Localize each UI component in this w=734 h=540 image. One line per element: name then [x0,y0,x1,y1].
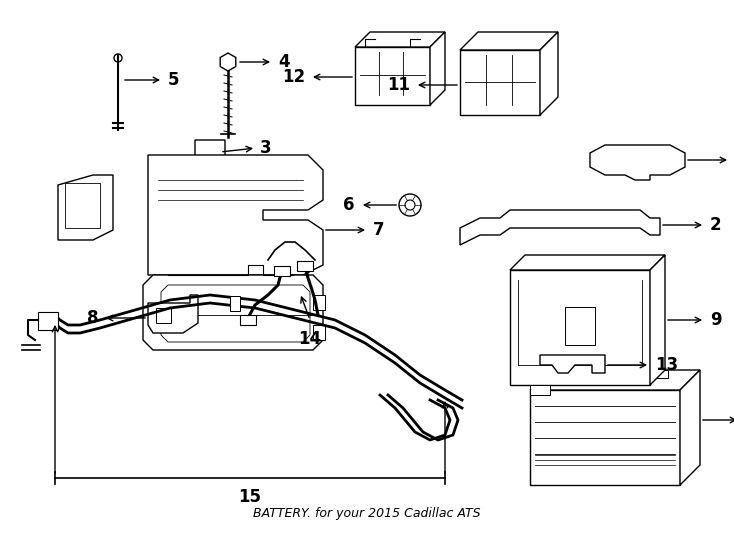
Text: BATTERY. for your 2015 Cadillac ATS: BATTERY. for your 2015 Cadillac ATS [253,507,481,520]
Bar [274,266,290,276]
Polygon shape [195,140,225,162]
Polygon shape [58,175,113,240]
Text: 4: 4 [278,53,290,71]
Bar [355,47,430,105]
Bar [530,390,680,485]
Circle shape [405,200,415,210]
Circle shape [399,194,421,216]
Text: 15: 15 [239,488,261,506]
Bar [565,307,595,345]
Polygon shape [355,32,445,47]
Polygon shape [161,285,310,342]
Text: 11: 11 [387,76,410,94]
Bar [313,325,325,340]
Bar [38,312,58,330]
Bar [555,370,573,378]
Polygon shape [148,295,198,333]
Bar [240,315,256,325]
Polygon shape [590,145,685,180]
Circle shape [75,190,81,196]
Polygon shape [430,32,445,105]
Text: 9: 9 [710,311,722,329]
Text: 14: 14 [299,330,321,348]
Bar [313,295,325,310]
Text: 13: 13 [655,356,678,374]
Text: 2: 2 [710,216,722,234]
Polygon shape [680,370,700,485]
Polygon shape [460,32,558,50]
Polygon shape [510,255,665,270]
Text: 6: 6 [344,196,355,214]
Text: 12: 12 [282,68,305,86]
Circle shape [159,326,167,334]
Bar [460,50,540,115]
Circle shape [75,217,81,223]
Circle shape [114,54,122,62]
Circle shape [299,291,307,299]
Bar [530,385,550,395]
Bar [650,370,668,378]
Polygon shape [460,210,660,245]
Bar [297,261,313,271]
Text: 8: 8 [87,309,98,327]
Polygon shape [530,370,700,390]
Circle shape [223,57,233,66]
Bar [510,270,650,385]
Polygon shape [143,275,323,350]
Text: 5: 5 [168,71,180,89]
Bar [230,296,240,311]
Bar [156,308,171,323]
Polygon shape [540,32,558,115]
Polygon shape [650,255,665,385]
Bar [65,183,100,228]
Polygon shape [540,355,605,373]
Text: 3: 3 [260,139,272,157]
Text: 7: 7 [373,221,385,239]
Circle shape [159,291,167,299]
Circle shape [299,326,307,334]
Polygon shape [220,53,236,71]
Polygon shape [148,155,323,275]
